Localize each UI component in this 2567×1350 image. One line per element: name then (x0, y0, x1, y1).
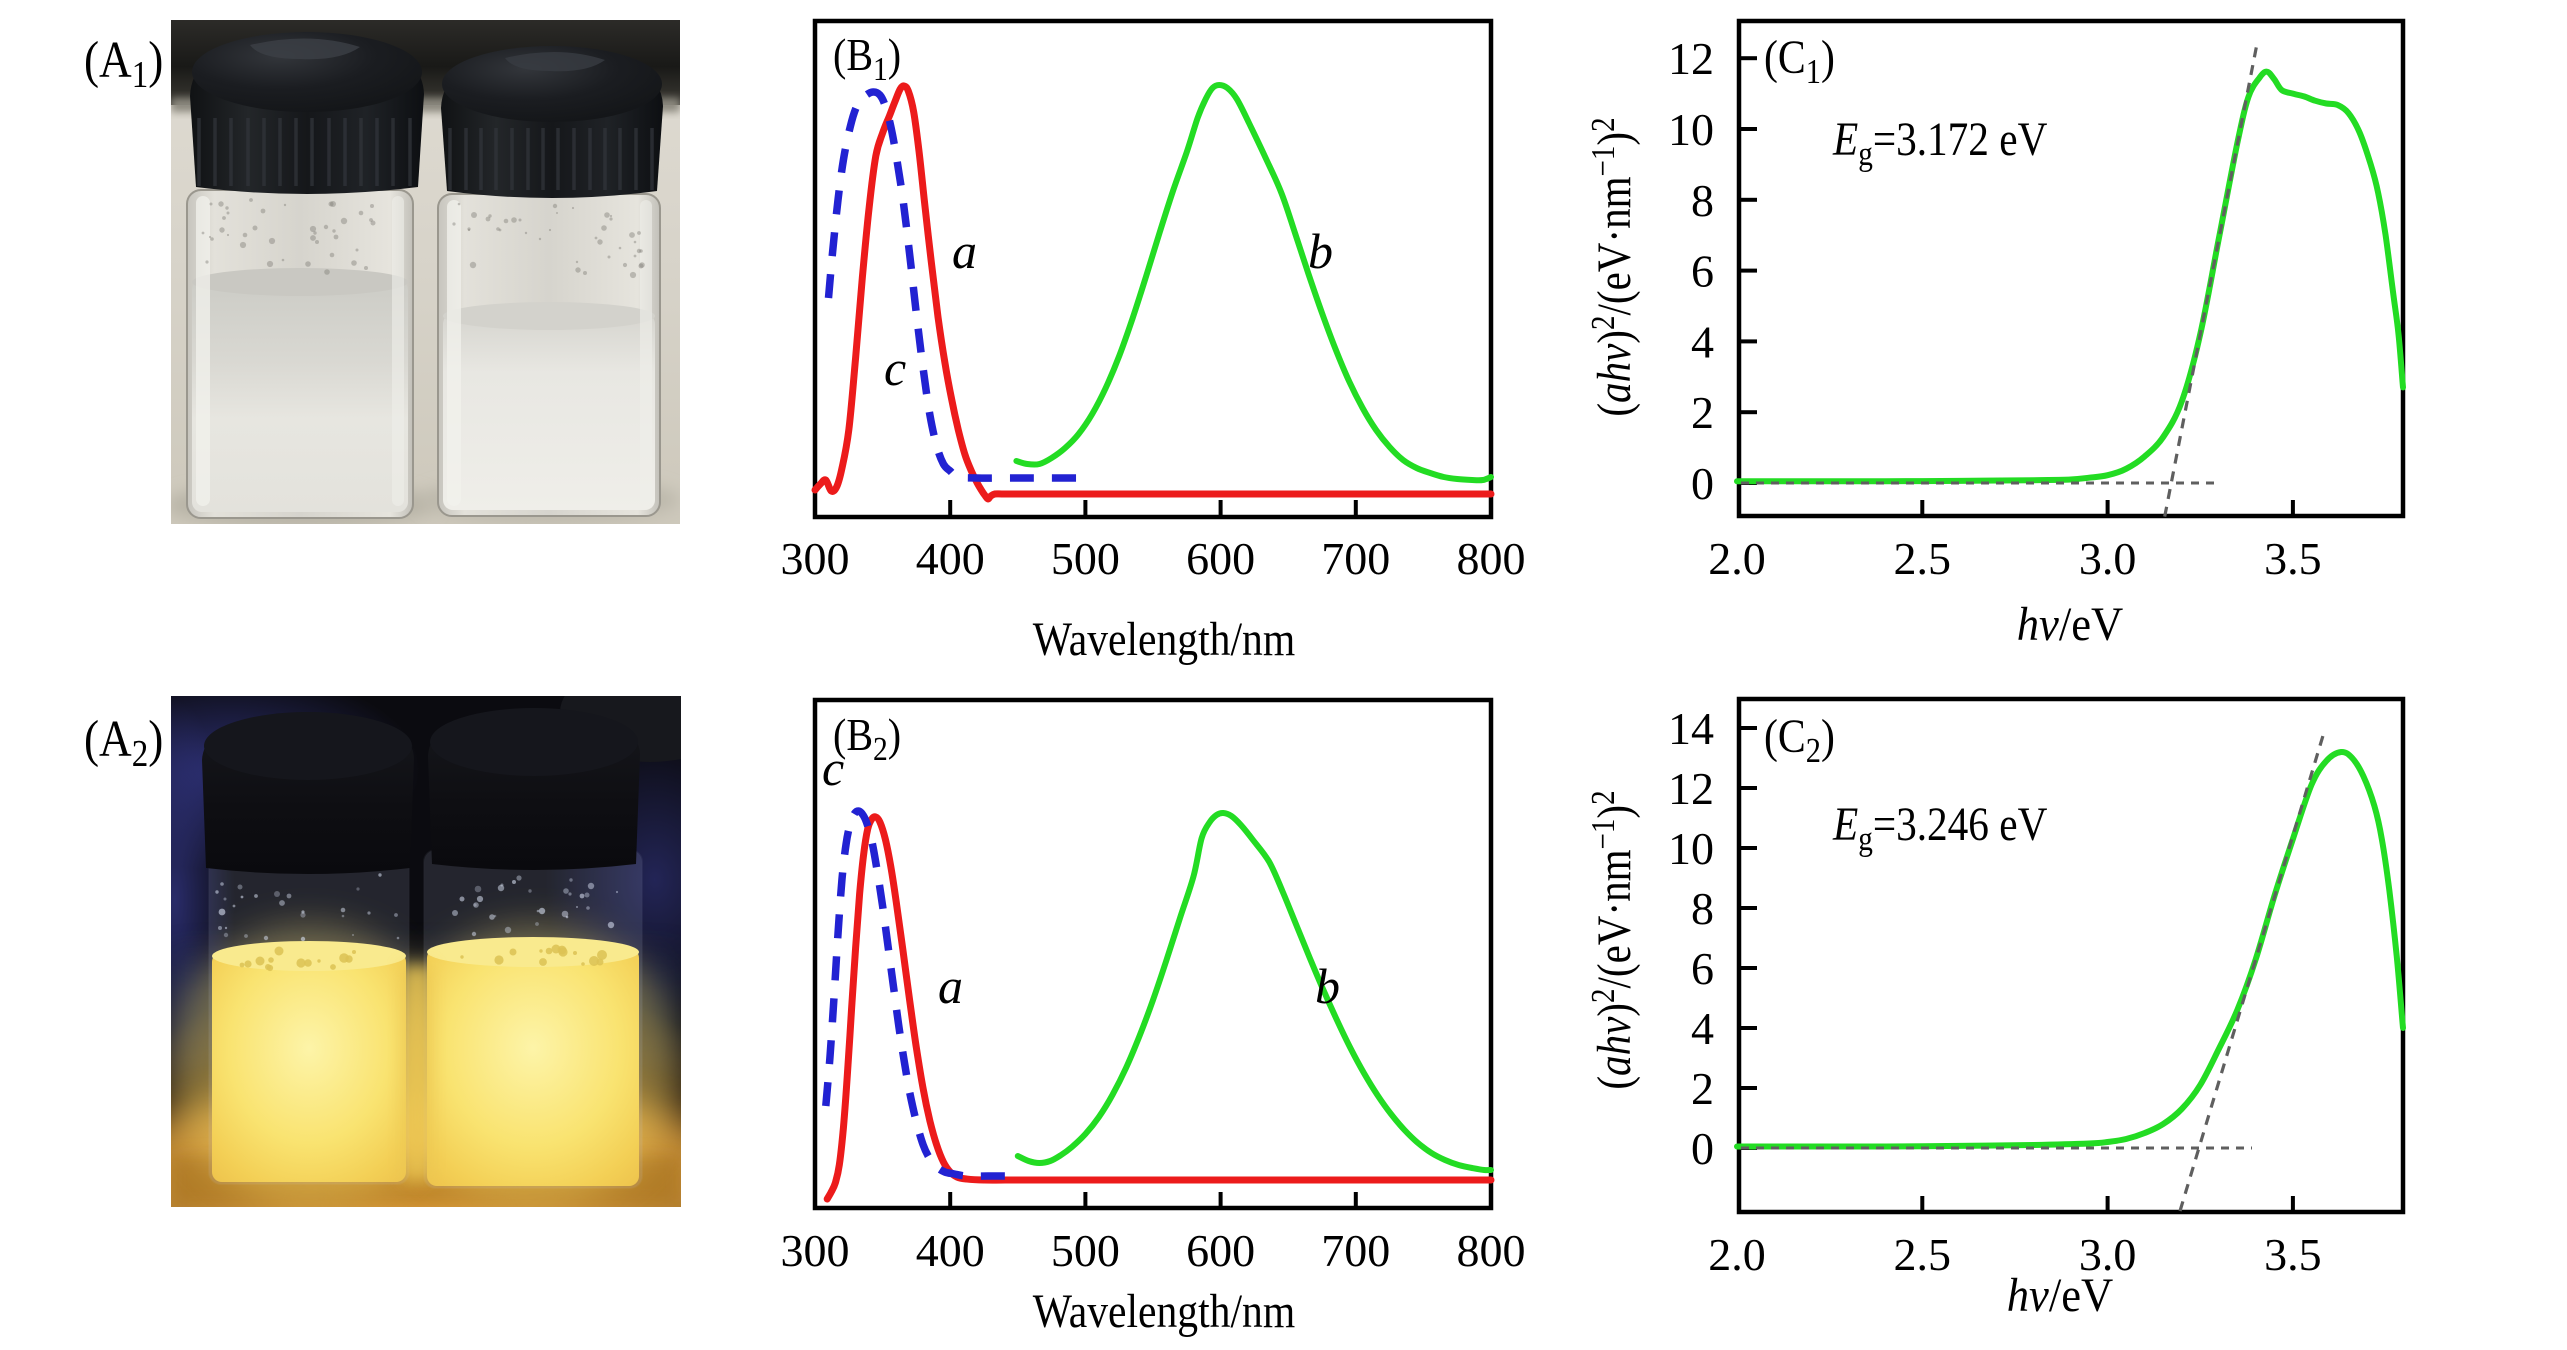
svg-text:hv/eV: hv/eV (2017, 599, 2124, 652)
svg-text:300: 300 (781, 533, 850, 584)
svg-text:600: 600 (1186, 533, 1255, 584)
svg-text:4: 4 (1691, 316, 1714, 367)
svg-text:500: 500 (1051, 1225, 1120, 1276)
svg-text:2.5: 2.5 (1894, 1229, 1952, 1280)
svg-text:b: b (1308, 223, 1333, 279)
svg-text:Eg=3.172 eV: Eg=3.172 eV (1832, 112, 2047, 172)
svg-text:700: 700 (1321, 1225, 1390, 1276)
svg-text:(B2): (B2) (833, 711, 901, 768)
svg-text:10: 10 (1668, 823, 1714, 874)
svg-text:Wavelength/nm: Wavelength/nm (1033, 612, 1295, 665)
svg-text:3.0: 3.0 (2079, 533, 2137, 584)
svg-text:800: 800 (1457, 533, 1526, 584)
svg-text:2.5: 2.5 (1894, 533, 1952, 584)
svg-text:12: 12 (1668, 763, 1714, 814)
svg-text:a: a (938, 958, 963, 1014)
svg-text:2: 2 (1691, 387, 1714, 438)
svg-text:2: 2 (1691, 1063, 1714, 1114)
svg-text:c: c (884, 340, 906, 396)
svg-text:4: 4 (1691, 1003, 1714, 1054)
svg-text:(A1): (A1) (84, 31, 163, 95)
svg-text:(A2): (A2) (84, 710, 163, 774)
svg-text:800: 800 (1457, 1225, 1526, 1276)
svg-text:2.0: 2.0 (1708, 533, 1766, 584)
svg-text:8: 8 (1691, 175, 1714, 226)
svg-text:(C2): (C2) (1764, 709, 1835, 770)
svg-text:c: c (822, 740, 844, 796)
svg-text:2.0: 2.0 (1708, 1229, 1766, 1280)
svg-text:3.5: 3.5 (2264, 1229, 2322, 1280)
svg-text:Wavelength/nm: Wavelength/nm (1033, 1284, 1295, 1337)
svg-text:6: 6 (1691, 943, 1714, 994)
svg-text:12: 12 (1668, 33, 1714, 84)
svg-text:3.0: 3.0 (2079, 1229, 2137, 1280)
svg-text:700: 700 (1321, 533, 1390, 584)
svg-text:8: 8 (1691, 883, 1714, 934)
svg-text:b: b (1315, 958, 1340, 1014)
svg-text:(C1): (C1) (1764, 30, 1835, 91)
svg-text:6: 6 (1691, 246, 1714, 297)
svg-text:400: 400 (916, 533, 985, 584)
svg-text:0: 0 (1691, 458, 1714, 509)
svg-text:3.5: 3.5 (2264, 533, 2322, 584)
svg-text:10: 10 (1668, 104, 1714, 155)
svg-text:(ahv)2/(eV·nm−1)2: (ahv)2/(eV·nm−1)2 (1584, 117, 1641, 416)
svg-text:Eg=3.246 eV: Eg=3.246 eV (1832, 797, 2047, 857)
svg-text:0: 0 (1691, 1123, 1714, 1174)
svg-text:300: 300 (781, 1225, 850, 1276)
svg-text:(B1): (B1) (833, 31, 901, 88)
svg-text:hv/eV: hv/eV (2007, 1270, 2114, 1323)
svg-text:a: a (952, 223, 977, 279)
svg-text:500: 500 (1051, 533, 1120, 584)
svg-text:400: 400 (916, 1225, 985, 1276)
svg-text:600: 600 (1186, 1225, 1255, 1276)
svg-text:14: 14 (1668, 703, 1714, 754)
